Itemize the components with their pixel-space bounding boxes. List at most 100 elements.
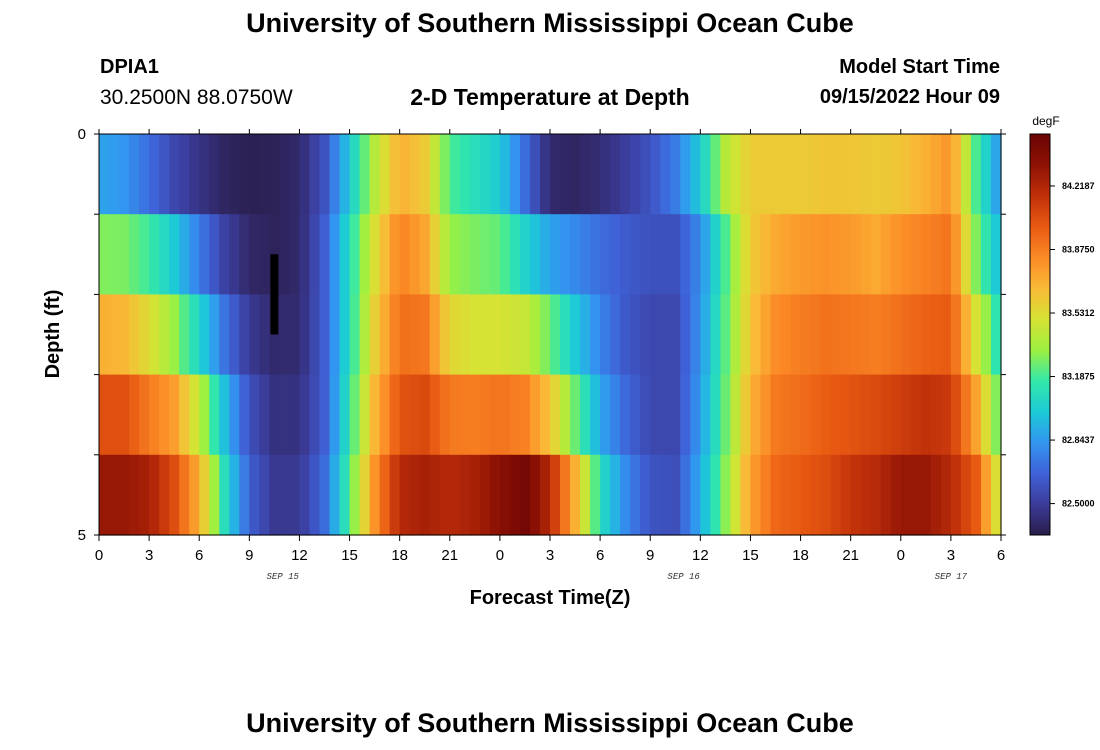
- colorbar-labels: 84.2187 83.8750 83.5312 83.1875 82.8437 82.50…: [1050, 181, 1095, 509]
- heatmap-cell: [650, 134, 661, 215]
- heatmap-cell: [259, 294, 270, 376]
- heatmap-cell: [700, 214, 711, 295]
- heatmap-cell: [359, 454, 371, 536]
- heatmap-cell: [449, 214, 461, 295]
- heatmap-cell: [199, 454, 210, 536]
- heatmap-cell: [119, 374, 130, 456]
- next-chart-title: University of Southern Mississippi Ocean…: [246, 708, 854, 738]
- heatmap-cell: [399, 454, 411, 536]
- heatmap-cell: [850, 294, 862, 376]
- heatmap-cell: [790, 294, 802, 376]
- heatmap-cell: [840, 294, 852, 376]
- heatmap-cell: [830, 134, 842, 215]
- heatmap-cell: [860, 294, 872, 376]
- heatmap-cell: [309, 214, 321, 295]
- heatmap-cell: [750, 454, 762, 536]
- heatmap-cell: [830, 454, 842, 536]
- heatmap-cell: [99, 454, 110, 536]
- heatmap-cell: [610, 294, 621, 376]
- heatmap-cell: [610, 374, 621, 456]
- heatmap-cell: [289, 294, 301, 376]
- heatmap-cell: [209, 454, 220, 536]
- heatmap-cell: [670, 374, 681, 456]
- heatmap-cell: [570, 374, 581, 456]
- heatmap-cell: [449, 454, 461, 536]
- x-tick-label: 9: [245, 547, 253, 564]
- x-tick-label: 3: [546, 547, 554, 564]
- heatmap-cell: [720, 294, 731, 376]
- heatmap-cell: [289, 374, 301, 456]
- heatmap-cell: [750, 134, 762, 215]
- heatmap-cell: [930, 294, 942, 376]
- heatmap-cell: [499, 454, 511, 536]
- heatmap-cell: [910, 454, 922, 536]
- heatmap-cell: [119, 294, 130, 376]
- heatmap-cell: [249, 214, 260, 295]
- heatmap-cell: [519, 294, 531, 376]
- date-label: SEP 15: [267, 572, 300, 582]
- y-axis: 05: [78, 126, 1006, 544]
- heatmap-cell: [710, 294, 721, 376]
- heatmap-cell: [640, 134, 651, 215]
- heatmap-cell: [890, 294, 902, 376]
- x-tick-label: 6: [596, 547, 604, 564]
- heatmap-cell: [940, 294, 952, 376]
- heatmap-cell: [750, 374, 762, 456]
- heatmap-cell: [930, 454, 942, 536]
- heatmap-cell: [229, 454, 240, 536]
- heatmap-cell: [970, 454, 982, 536]
- heatmap-cell: [630, 294, 641, 376]
- heatmap-cell: [980, 214, 992, 295]
- heatmap-cell: [259, 134, 270, 215]
- heatmap-cell: [319, 454, 331, 536]
- heatmap-cell: [219, 134, 230, 215]
- heatmap-cell: [560, 214, 571, 295]
- heatmap-cell: [750, 294, 762, 376]
- heatmap-cell: [479, 214, 491, 295]
- heatmap-cell: [640, 214, 651, 295]
- heatmap-cell: [169, 294, 180, 376]
- heatmap-cell: [519, 134, 531, 215]
- heatmap-cell: [239, 134, 250, 215]
- heatmap-cell: [269, 374, 280, 456]
- heatmap-cell: [419, 214, 431, 295]
- heatmap-cell: [640, 294, 651, 376]
- heatmap-cell: [950, 214, 962, 295]
- x-tick-label: 9: [646, 547, 654, 564]
- heatmap-cell: [139, 454, 150, 536]
- heatmap-cell: [550, 214, 561, 295]
- heatmap-cell: [620, 214, 631, 295]
- heatmap-cell: [359, 134, 371, 215]
- colorbar-gradient: [1029, 133, 1051, 536]
- heatmap-cell: [750, 214, 762, 295]
- page-title: University of Southern Mississippi Ocean…: [246, 8, 854, 38]
- heatmap-cell: [900, 454, 912, 536]
- heatmap-cell: [680, 294, 691, 376]
- heatmap-cell: [189, 454, 200, 536]
- heatmap-cell: [459, 374, 471, 456]
- heatmap-cell: [700, 374, 711, 456]
- heatmap-cell: [550, 294, 561, 376]
- heatmap-cell: [760, 134, 772, 215]
- heatmap-cell: [950, 134, 962, 215]
- heatmap-cell: [640, 374, 651, 456]
- heatmap-cell: [419, 134, 431, 215]
- heatmap-cell: [760, 294, 772, 376]
- heatmap-cell: [489, 294, 501, 376]
- heatmap-cell: [900, 214, 912, 295]
- heatmap-cell: [810, 214, 822, 295]
- heatmap-cell: [690, 374, 701, 456]
- heatmap-cell: [509, 214, 521, 295]
- heatmap-cell: [620, 294, 631, 376]
- heatmap-cell: [159, 134, 170, 215]
- heatmap-cell: [239, 294, 250, 376]
- heatmap-cell: [309, 134, 321, 215]
- heatmap-cell: [660, 294, 671, 376]
- heatmap-cell: [950, 294, 962, 376]
- heatmap-cell: [419, 294, 431, 376]
- heatmap-cell: [940, 454, 952, 536]
- heatmap-cell: [489, 454, 501, 536]
- heatmap-cell: [349, 214, 361, 295]
- heatmap-cell: [479, 134, 491, 215]
- heatmap-cell: [920, 214, 932, 295]
